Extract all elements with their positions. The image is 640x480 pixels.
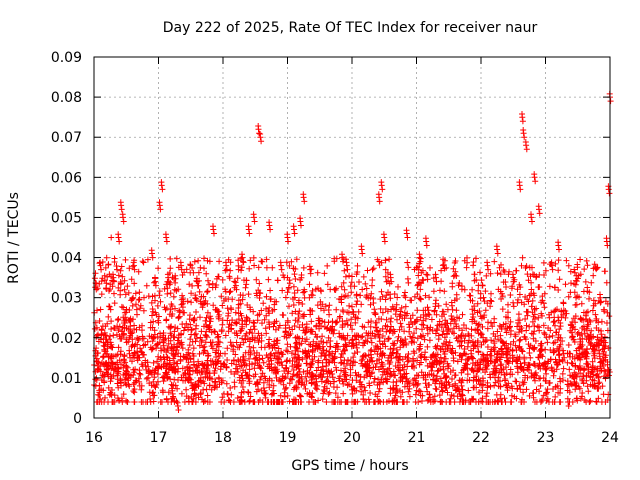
y-tick-label: 0.05 (51, 210, 82, 226)
x-tick-label: 24 (601, 430, 619, 446)
axis-ticks (93, 56, 611, 419)
x-tick-label: 17 (150, 430, 168, 446)
x-tick-label: 21 (408, 430, 426, 446)
y-tick-label: 0 (73, 411, 82, 427)
y-axis-label: ROTI / TECUs (6, 192, 22, 284)
y-tick-label: 0.03 (51, 291, 82, 307)
scatter-markers (91, 90, 614, 413)
x-tick-label: 18 (214, 430, 232, 446)
x-tick-label: 20 (343, 430, 361, 446)
y-tick-label: 0.01 (51, 371, 82, 387)
x-tick-label: 23 (537, 430, 555, 446)
chart-title: Day 222 of 2025, Rate Of TEC Index for r… (163, 20, 538, 36)
x-tick-label: 22 (472, 430, 490, 446)
data-points (91, 90, 614, 413)
y-tick-label: 0.09 (51, 50, 82, 66)
y-tick-labels: 0 0.01 0.02 0.03 0.04 0.05 0.06 0.07 0.08 0.09 (51, 50, 82, 427)
x-tick-label: 19 (279, 430, 297, 446)
x-tick-labels: 16 17 18 19 20 21 22 23 24 (85, 430, 619, 446)
y-tick-label: 0.08 (51, 90, 82, 106)
y-tick-label: 0.06 (51, 170, 82, 186)
grid-lines (94, 57, 610, 418)
x-axis-label: GPS time / hours (291, 458, 408, 474)
y-tick-label: 0.07 (51, 130, 82, 146)
y-tick-label: 0.04 (51, 251, 82, 267)
y-tick-label: 0.02 (51, 331, 82, 347)
x-tick-label: 16 (85, 430, 103, 446)
